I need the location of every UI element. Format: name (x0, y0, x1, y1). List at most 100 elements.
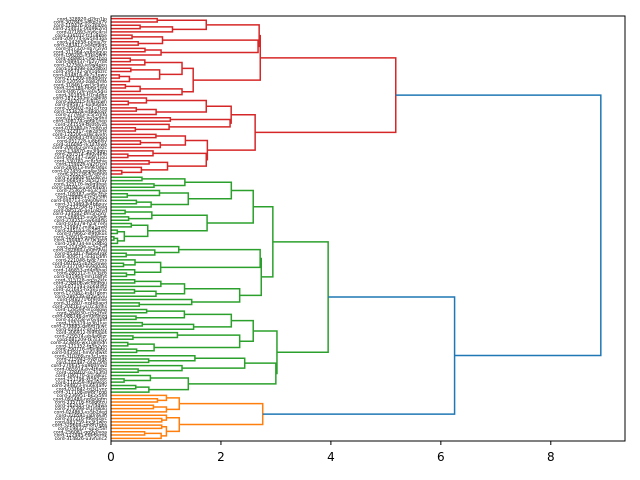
dendrogram-link (111, 67, 132, 73)
dendrogram-link (111, 414, 168, 421)
dendrogram-link (124, 224, 149, 238)
dendrogram-link (111, 108, 157, 116)
dendrogram-link (148, 377, 190, 391)
dendrogram-link (111, 249, 156, 256)
dendrogram-link (111, 288, 136, 294)
leaf-label: cord-327560-ie9w4pkn (54, 63, 107, 69)
dendrogram-link (154, 334, 241, 349)
leaf-label: cord-276398-oi1m8pkj (55, 406, 107, 412)
leaf-label: cord-270635-kq9b0mwz (51, 363, 107, 369)
leaf-label: cord-229574-ub4a6ezr (54, 334, 107, 340)
dendrogram-link (111, 24, 141, 30)
leaf-label: cord-251796-xr5d2ebt (55, 376, 107, 382)
x-tick-label: 6 (437, 450, 445, 464)
dendrogram-link (111, 74, 121, 79)
dendrogram-link (272, 241, 329, 353)
leaf-label: cord-190487-nr7w3ptd (54, 238, 107, 244)
dendrogram-link (111, 386, 150, 393)
leaf-label: cord-174206-oz9c3vxm (52, 132, 107, 138)
dendrogram-link (111, 47, 146, 53)
leaf-label: cord-256081-gq9y0voa (53, 429, 107, 435)
leaf-label: cord-024863-vs5b2xeg (54, 410, 107, 416)
dendrogram-link (111, 378, 125, 383)
leaf-label: cord-162045-ry7l3dwa (55, 403, 107, 409)
leaf-label: cord-301856-tl7n4dqz (56, 92, 108, 98)
dendrogram-link (111, 374, 152, 382)
leaf-label: cord-091480-nq9s0ofm (53, 396, 107, 402)
leaf-label: cord-277943-jc5r2mfu (56, 112, 108, 118)
dendrogram-link (111, 97, 148, 104)
dendrogram-link (111, 358, 150, 364)
dendrogram-link (111, 278, 136, 284)
dendrogram-link (111, 141, 162, 149)
leaf-label: cord-012685-xo3w9hil (56, 115, 107, 121)
dendrogram-link (111, 150, 154, 157)
leaf-label: cord-292860-up0m9vaj (53, 248, 107, 254)
dendrogram-link (111, 199, 138, 205)
leaf-label: cord-040713-cg9p0wmx (51, 198, 107, 204)
leaf-label: cord-057320-nb7r2iyd (56, 46, 107, 52)
dendrogram-link (111, 169, 123, 175)
leaf-label: cord-216804-kt1o8cvu (55, 175, 107, 181)
leaf-label: cord-236951-bk2x5vil (57, 393, 107, 399)
leaf-label: cord-215943-oy8l7jgx (56, 357, 107, 363)
dendrogram-link (185, 139, 209, 161)
dendrogram-link (160, 248, 261, 269)
dendrogram-link (153, 152, 208, 167)
dendrogram-link (395, 94, 602, 357)
dendrogram-link (111, 354, 196, 362)
x-axis: 0 2 4 6 8 (107, 441, 555, 464)
dendrogram-link (111, 117, 172, 122)
dendrogram-link (111, 290, 157, 297)
dendrogram-link (111, 424, 163, 430)
leaf-label: cord-313469-jk4b6ouv (55, 201, 107, 207)
dendrogram-link (111, 262, 125, 268)
leaf-label: cord-279685-da8m7kwc (51, 324, 107, 330)
leaf-label: cord-306912-ln9f0gos (56, 330, 107, 336)
leaf-label: cord-284613-hv9k0dgs (54, 165, 108, 171)
leaf-label: cord-122945-ct4r6emk (54, 433, 107, 439)
dendrogram-link (179, 402, 264, 426)
leaf-label: cord-337190-ev9g0ulq (55, 264, 107, 270)
dendrogram-link (157, 19, 208, 31)
leaf-label: cord-181943-ux6m4kdn (52, 185, 107, 191)
leaf-label: cord-065914-pv4t6xhe (54, 367, 107, 373)
dendrogram-link (262, 296, 456, 415)
leaf-label: cord-280312-rj7v3sco (57, 271, 108, 277)
dendrogram-link (111, 364, 183, 372)
dendrogram-link (111, 335, 134, 340)
leaf-label: cord-134870-gy3l9qtn (56, 148, 107, 154)
dendrogram-link (111, 59, 146, 66)
leaf-label: cord-310269-za3c1vqs (54, 353, 107, 359)
leaf-label: cord-274251-ow6d4slp (54, 218, 107, 224)
dendrogram-link (193, 34, 262, 81)
dendrogram-link (134, 261, 162, 274)
leaf-label: cord-072193-ap6l4drz (56, 284, 108, 290)
dendrogram-link (111, 252, 127, 258)
leaf-label: cord-102487-ce2u5rdi (56, 360, 107, 366)
dendrogram-link (111, 269, 136, 276)
leaf-label: cord-168935-vu0k9gft (56, 215, 107, 221)
dendrogram-link (184, 313, 233, 328)
leaf-label: cord-043581-hm6n4wkt (52, 350, 107, 356)
leaf-label: cord-204163-yu7c3mhs (52, 304, 107, 310)
dendrogram-link (111, 272, 128, 278)
leaf-label: cord-177082-ks8j7qom (54, 291, 108, 297)
dendrogram-link (231, 319, 254, 343)
leaf-label: cord-319847-mi8a1qwb (52, 224, 107, 230)
leaf-label: cord-326019-ga4j6hmz (53, 234, 107, 240)
dendrogram-link (117, 231, 126, 242)
dendrogram-link (169, 118, 231, 128)
leaf-label: cord-171352-fg5h2ylo (56, 343, 107, 349)
leaf-label: cord-163098-oa5t8bxl (56, 66, 107, 72)
leaf-label: cord-089437-ru2y7fds (56, 59, 108, 65)
leaf-label: cord-071893-hy6c4rsl (57, 29, 107, 35)
dendrogram-link (129, 69, 161, 80)
dendrogram-link (206, 24, 260, 48)
leaf-label: cord-186170-gj1y8kuc (55, 373, 107, 379)
leaf-label: cord-295742-gm1q6zrc (53, 69, 107, 75)
leaf-label: cord-034816-dk7s3nwv (53, 72, 107, 78)
leaf-label: cord-298054-rn2y5lfh (57, 195, 107, 201)
leaf-label: cord-095871-kp4u6lbx (55, 102, 107, 108)
leaf-label: cord-320591-ja0n9ulh (56, 413, 107, 419)
